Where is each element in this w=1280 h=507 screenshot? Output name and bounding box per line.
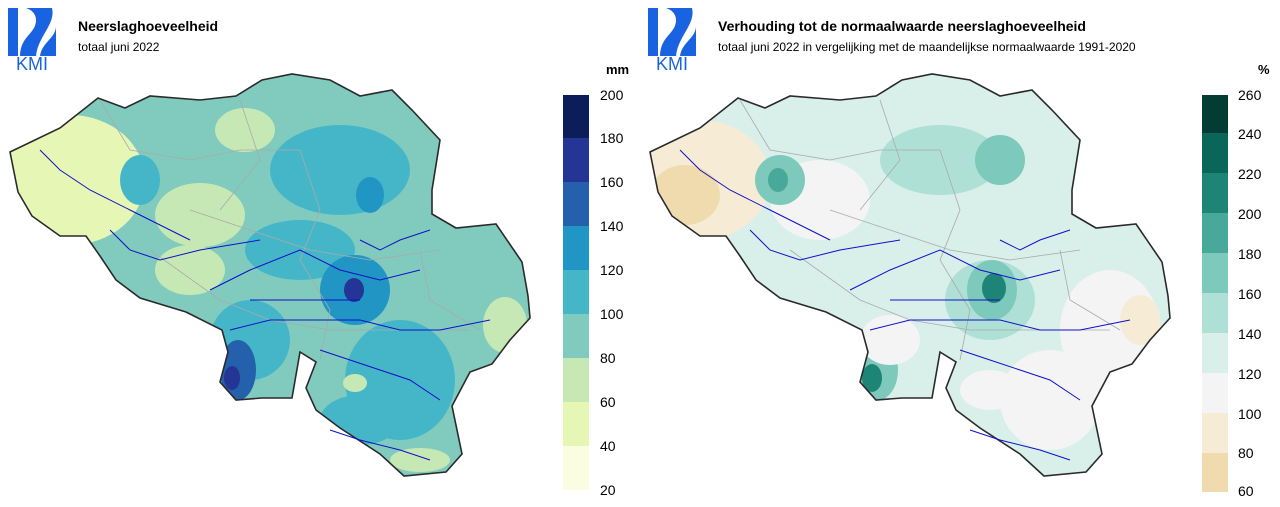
legend-tick-label: 80 — [1238, 445, 1254, 461]
legend-tick-label: 100 — [600, 306, 624, 322]
legend-color-block — [1202, 173, 1228, 213]
legend-tick-label: 140 — [1238, 326, 1262, 342]
legend-tick-label: 200 — [1238, 206, 1262, 222]
kmi-logo-text: KMI — [16, 54, 48, 72]
legend-color-block — [1202, 333, 1228, 373]
map-subtitle: totaal juni 2022 in vergelijking met de … — [718, 40, 1136, 54]
precipitation-map — [9, 73, 531, 477]
legend-tick-label: 60 — [1238, 483, 1254, 499]
legend-tick-label: 160 — [600, 174, 624, 190]
legend-color-block — [563, 95, 589, 138]
legend-unit: mm — [606, 62, 630, 77]
legend-tick-label: 20 — [600, 482, 616, 498]
legend-color-block — [1202, 293, 1228, 333]
ratio-map-panel: KMI Verhouding tot de normaalwaarde neer… — [640, 0, 1280, 507]
legend-color-block — [563, 226, 589, 270]
legend-color-block — [1202, 253, 1228, 293]
legend-tick-label: 240 — [1238, 126, 1262, 142]
legend-tick-label: 80 — [600, 350, 616, 366]
precipitation-legend: 20 40 60 80 100 120 140 160 180 200 — [563, 87, 638, 498]
legend-color-block — [1202, 213, 1228, 253]
precipitation-map-panel: KMI Neerslaghoeveelheid totaal juni 2022… — [6, 6, 638, 498]
legend-unit: % — [1258, 62, 1270, 77]
legend-tick-label: 100 — [1238, 406, 1262, 422]
legend-color-block — [563, 138, 589, 182]
legend-color-block — [563, 446, 589, 490]
legend-tick-label: 180 — [1238, 246, 1262, 262]
ratio-legend: 60 80 100 120 140 160 180 200 220 240 26… — [1202, 87, 1278, 499]
legend-color-block — [563, 402, 589, 446]
ratio-map — [649, 73, 1171, 477]
map-title: Verhouding tot de normaalwaarde neerslag… — [718, 18, 1086, 34]
legend-color-block — [1202, 453, 1228, 492]
legend-color-block — [1202, 413, 1228, 453]
legend-color-block — [1202, 373, 1228, 413]
legend-tick-label: 160 — [1238, 286, 1262, 302]
legend-tick-label: 260 — [1238, 87, 1262, 103]
legend-color-block — [563, 358, 589, 402]
legend-tick-label: 40 — [600, 438, 616, 454]
legend-tick-label: 200 — [600, 87, 624, 103]
legend-tick-label: 220 — [1238, 166, 1262, 182]
legend-tick-label: 120 — [1238, 366, 1262, 382]
legend-tick-label: 140 — [600, 218, 624, 234]
kmi-logo: KMI — [6, 6, 58, 72]
kmi-logo-text: KMI — [656, 54, 688, 72]
kmi-logo: KMI — [646, 6, 698, 72]
legend-color-block — [563, 270, 589, 314]
legend-tick-label: 180 — [600, 130, 624, 146]
legend-color-block — [563, 314, 589, 358]
map-title: Neerslaghoeveelheid — [78, 18, 219, 34]
legend-color-block — [1202, 95, 1228, 133]
legend-tick-label: 60 — [600, 394, 616, 410]
map-subtitle: totaal juni 2022 — [78, 40, 160, 54]
legend-color-block — [563, 182, 589, 226]
legend-color-block — [1202, 133, 1228, 173]
legend-tick-label: 120 — [600, 262, 624, 278]
